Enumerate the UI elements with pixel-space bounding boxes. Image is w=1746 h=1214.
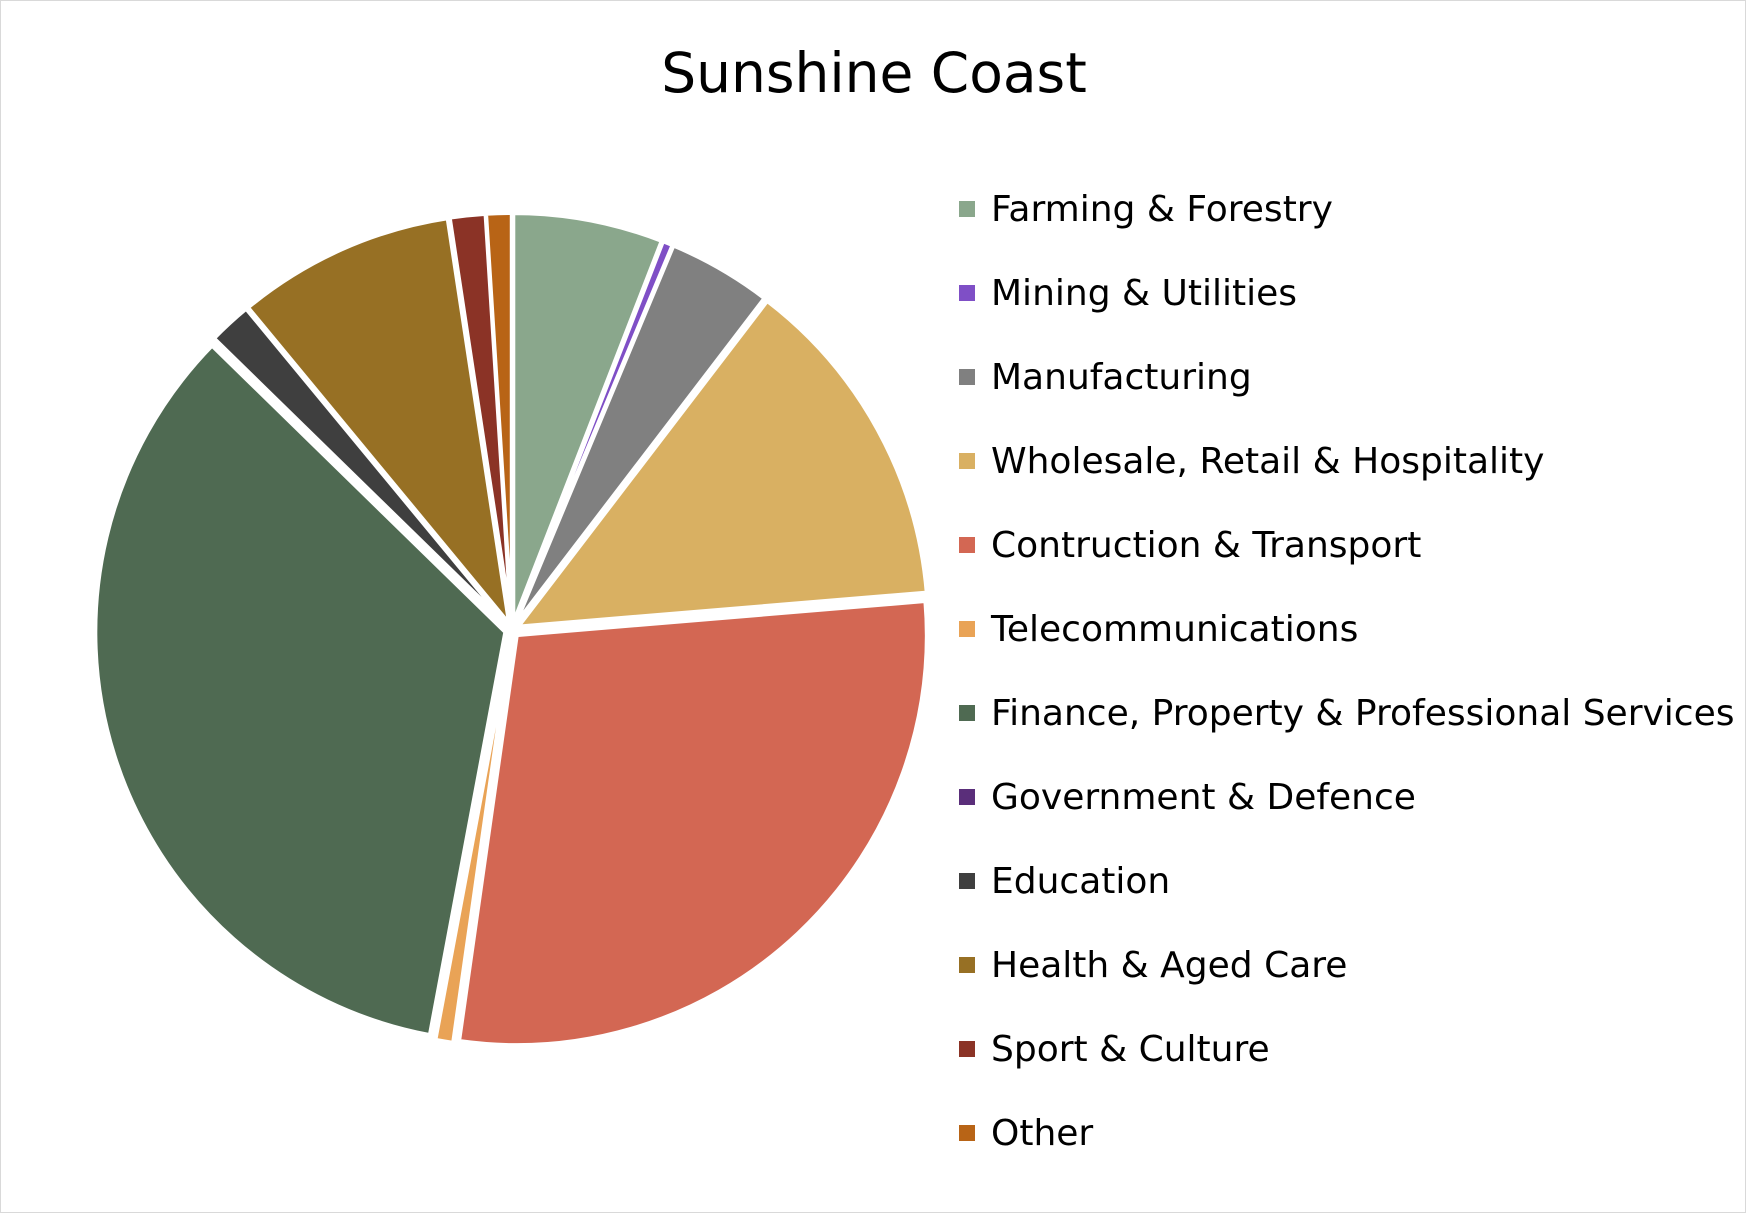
pie-slice-4	[457, 599, 929, 1048]
legend-label: Contruction & Transport	[991, 524, 1422, 566]
pie-slice-11	[484, 211, 514, 626]
legend-item: Government & Defence	[959, 755, 1735, 839]
legend-swatch	[959, 453, 975, 469]
legend-swatch	[959, 201, 975, 217]
legend-label: Finance, Property & Professional Service…	[991, 692, 1735, 734]
legend-label: Manufacturing	[991, 356, 1252, 398]
legend-swatch	[959, 705, 975, 721]
legend-label: Wholesale, Retail & Hospitality	[991, 440, 1545, 482]
legend-item: Contruction & Transport	[959, 503, 1735, 587]
legend-label: Government & Defence	[991, 776, 1416, 818]
legend-swatch	[959, 789, 975, 805]
legend-label: Telecommunications	[991, 608, 1359, 650]
legend-item: Telecommunications	[959, 587, 1735, 671]
legend-item: Other	[959, 1091, 1735, 1175]
legend-item: Mining & Utilities	[959, 251, 1735, 335]
legend-item: Health & Aged Care	[959, 923, 1735, 1007]
legend-swatch	[959, 1125, 975, 1141]
pie-slice-8	[211, 306, 510, 627]
legend-swatch	[959, 621, 975, 637]
legend-swatch	[959, 957, 975, 973]
legend-swatch	[959, 369, 975, 385]
pie-slice-6	[93, 343, 508, 1038]
chart-title: Sunshine Coast	[661, 41, 1087, 105]
pie-slice-2	[513, 243, 767, 626]
legend-item: Manufacturing	[959, 335, 1735, 419]
legend-label: Farming & Forestry	[991, 188, 1333, 230]
legend-swatch	[959, 285, 975, 301]
legend-item: Finance, Property & Professional Service…	[959, 671, 1735, 755]
legend-item: Wholesale, Retail & Hospitality	[959, 419, 1735, 503]
pie-slice-3	[516, 298, 929, 629]
legend: Farming & Forestry Mining & Utilities Manu…	[959, 167, 1735, 1175]
pie-slice-5	[433, 634, 513, 1045]
legend-item: Sport & Culture	[959, 1007, 1735, 1091]
legend-label: Education	[991, 860, 1171, 902]
legend-swatch	[959, 537, 975, 553]
legend-item: Education	[959, 839, 1735, 923]
legend-label: Mining & Utilities	[991, 272, 1297, 314]
legend-label: Health & Aged Care	[991, 944, 1348, 986]
legend-label: Sport & Culture	[991, 1028, 1270, 1070]
legend-swatch	[959, 873, 975, 889]
pie-slice-9	[246, 216, 512, 626]
legend-item: Farming & Forestry	[959, 167, 1735, 251]
pie-slice-0	[511, 211, 664, 626]
legend-label: Other	[991, 1112, 1094, 1154]
legend-swatch	[959, 1041, 975, 1057]
